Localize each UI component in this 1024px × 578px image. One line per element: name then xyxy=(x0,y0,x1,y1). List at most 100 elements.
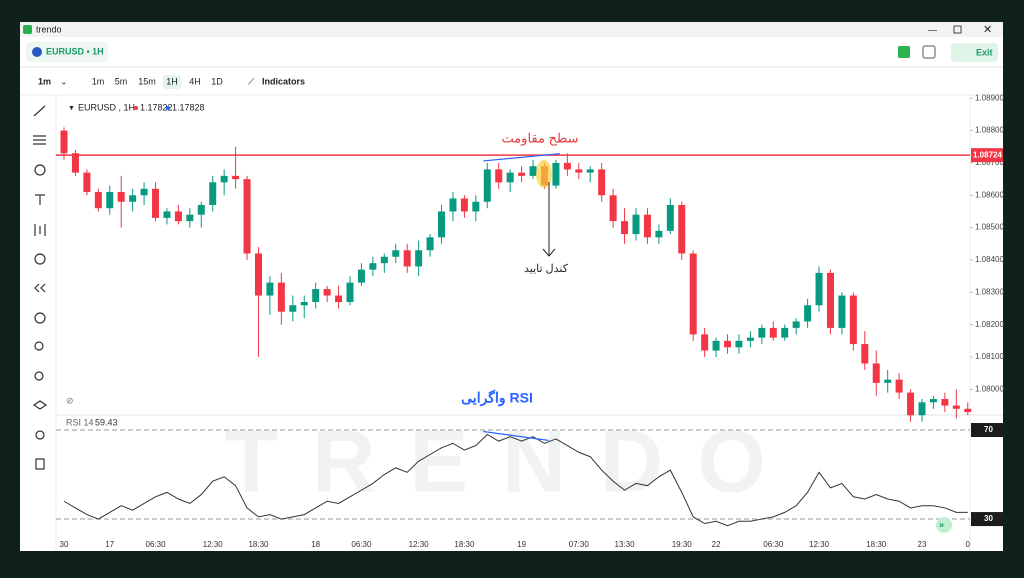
trend-tool[interactable] xyxy=(33,105,46,117)
candle-body xyxy=(426,237,434,251)
candle-body xyxy=(380,256,388,264)
candle-body xyxy=(575,169,583,173)
trash[interactable] xyxy=(35,458,45,470)
timeframe[interactable]: 15m xyxy=(138,76,156,86)
x-tick-label: 23 xyxy=(918,540,927,549)
timeframes: 1m 5m 15m 1H 4H 1D xyxy=(92,75,223,89)
price-tag xyxy=(971,148,1003,163)
minimize[interactable]: — xyxy=(928,24,937,34)
candle-body xyxy=(506,172,514,183)
settings[interactable] xyxy=(35,430,45,440)
x-tick-label: 18 xyxy=(311,540,320,549)
timeframe[interactable]: 1H xyxy=(166,76,178,86)
layers[interactable] xyxy=(32,400,48,410)
candle-body xyxy=(518,172,526,176)
candle-body xyxy=(701,334,709,351)
candle-body xyxy=(243,179,251,254)
close[interactable]: ✕ xyxy=(983,24,992,36)
maximize[interactable] xyxy=(953,25,962,34)
candle-body xyxy=(197,204,205,215)
lines-tool[interactable] xyxy=(33,135,46,145)
timeframe[interactable]: 4H xyxy=(189,76,201,86)
tab[interactable] xyxy=(26,42,108,62)
layout-button[interactable] xyxy=(922,45,936,59)
timeframe[interactable]: 5m xyxy=(115,76,128,86)
candle-body xyxy=(266,282,274,296)
candle-body xyxy=(209,182,217,205)
x-tick-label: 12:30 xyxy=(409,540,430,549)
bid-dot xyxy=(134,106,138,110)
x-tick-label: 06:30 xyxy=(763,540,784,549)
active-timeframe xyxy=(163,75,181,89)
candle-body xyxy=(529,166,537,176)
text-tool[interactable] xyxy=(35,194,45,205)
candle-body xyxy=(552,162,560,186)
candle-body xyxy=(460,198,468,212)
y-tick-label: 1.08500 xyxy=(975,223,1004,232)
candle-body xyxy=(678,204,686,254)
symbol: EURUSD , 1H xyxy=(78,102,135,112)
candle-body xyxy=(746,337,754,341)
candle-body xyxy=(483,169,491,202)
shape-tool[interactable] xyxy=(34,164,46,176)
y-tick-label: 1.08400 xyxy=(975,255,1004,264)
divergence-line xyxy=(483,430,549,441)
candle-body xyxy=(769,327,777,338)
y-tick-label: 1.08600 xyxy=(975,190,1004,199)
arrow-head xyxy=(542,248,556,257)
exit-label: Exit xyxy=(976,47,993,57)
candle-body xyxy=(106,192,114,209)
candle-body xyxy=(872,363,880,383)
collapse[interactable]: ▼ xyxy=(68,105,75,112)
y-tick-label: 1.08700 xyxy=(975,158,1004,167)
level-label: 30 xyxy=(984,514,993,523)
x-tick-label: 12:30 xyxy=(809,540,830,549)
candle-body xyxy=(71,153,79,173)
candle-body xyxy=(792,321,800,328)
pattern-tool[interactable] xyxy=(34,224,46,236)
measure-tool[interactable] xyxy=(34,283,46,293)
candle-body xyxy=(907,392,915,416)
dropdown[interactable]: ⌄ xyxy=(60,76,68,86)
y-tick-label: 1.08200 xyxy=(975,320,1004,329)
highlight xyxy=(536,160,552,188)
candle-body xyxy=(277,282,285,312)
candle-body xyxy=(861,344,869,364)
candle-body xyxy=(369,263,377,270)
ask-dot xyxy=(166,106,170,110)
candle-body xyxy=(643,214,651,238)
rsi-line xyxy=(63,433,968,527)
candle-body xyxy=(335,295,343,303)
x-tick-label: 18:30 xyxy=(248,540,269,549)
level-tag xyxy=(971,512,1003,527)
exit-button[interactable] xyxy=(951,43,998,62)
candle-body xyxy=(60,130,68,154)
ask: 1.17828 xyxy=(172,102,205,112)
candle-body xyxy=(140,188,148,196)
add-button[interactable] xyxy=(898,46,910,58)
candle-body xyxy=(918,402,926,416)
interval[interactable]: 1m xyxy=(38,76,51,86)
x-tick-label: 18:30 xyxy=(866,540,887,549)
candle-body xyxy=(186,214,194,222)
indicators-icon: ⟋ xyxy=(248,76,255,86)
title-bar xyxy=(20,22,1003,37)
window xyxy=(20,22,1003,551)
scroll-button[interactable] xyxy=(936,517,952,533)
app-icon xyxy=(23,25,32,34)
indicators[interactable]: Indicators xyxy=(262,76,305,86)
zoom-in[interactable] xyxy=(34,341,44,351)
position-tool[interactable] xyxy=(34,253,46,265)
timeframe[interactable]: 1D xyxy=(211,76,223,86)
timeframe[interactable]: 1m xyxy=(92,76,105,86)
candle-body xyxy=(621,221,629,235)
drawing-tools xyxy=(32,105,48,470)
hide-icon[interactable]: ⊘ xyxy=(66,395,74,405)
x-tick-label: 06:30 xyxy=(351,540,372,549)
candle-body xyxy=(300,302,308,306)
candle-body xyxy=(323,289,331,296)
candle-body xyxy=(94,192,102,209)
zoom-out[interactable] xyxy=(34,371,44,381)
candle-body xyxy=(689,253,697,335)
zoom-tool[interactable] xyxy=(34,312,46,324)
